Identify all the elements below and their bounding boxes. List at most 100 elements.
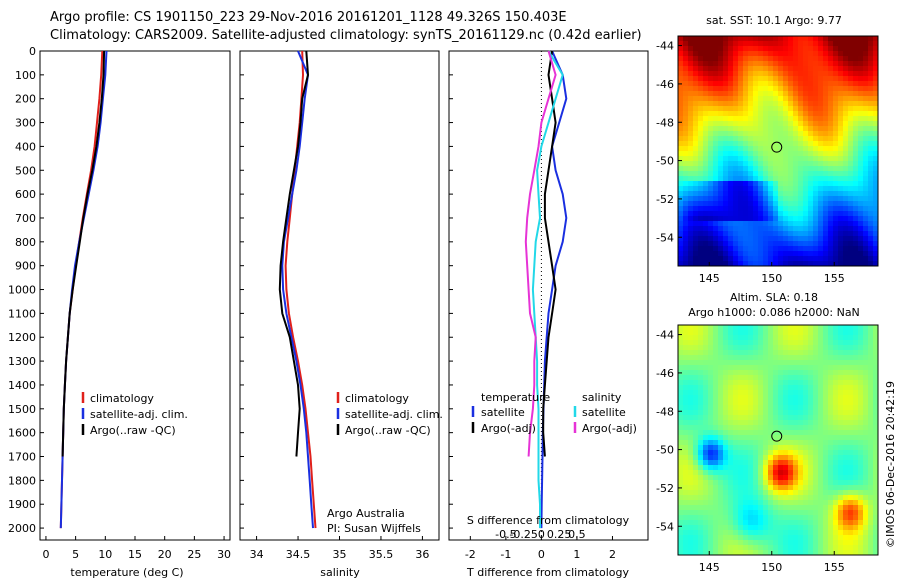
- sst-cell: [753, 241, 758, 246]
- sst-cell: [683, 111, 688, 116]
- sst-cell: [763, 41, 768, 46]
- sst-cell: [713, 231, 718, 236]
- sst-cell: [843, 236, 848, 241]
- sst-cell: [853, 201, 858, 206]
- sla-cell: [858, 335, 863, 340]
- sst-cell: [803, 171, 808, 176]
- sla-cell: [808, 475, 813, 480]
- sla-cell: [873, 375, 878, 380]
- sla-cell: [788, 375, 793, 380]
- sst-cell: [843, 106, 848, 111]
- sst-cell: [773, 116, 778, 121]
- sst-cell: [868, 86, 873, 91]
- sst-cell: [808, 251, 813, 256]
- sla-cell: [823, 435, 828, 440]
- sst-cell: [803, 61, 808, 66]
- sla-cell: [793, 540, 798, 545]
- sst-cell: [678, 216, 683, 221]
- sla-cell: [718, 370, 723, 375]
- sla-cell: [803, 425, 808, 430]
- sst-cell: [813, 261, 818, 266]
- sla-cell: [698, 425, 703, 430]
- sst-cell: [778, 181, 783, 186]
- sla-cell: [863, 490, 868, 495]
- sla-cell: [813, 450, 818, 455]
- sla-cell: [708, 510, 713, 515]
- sst-cell: [723, 56, 728, 61]
- sla-cell: [713, 520, 718, 525]
- sla-cell: [818, 540, 823, 545]
- sst-cell: [683, 211, 688, 216]
- sla-cell: [758, 540, 763, 545]
- sla-cell: [708, 535, 713, 540]
- sla-cell: [813, 500, 818, 505]
- sla-cell: [773, 390, 778, 395]
- sst-cell: [818, 106, 823, 111]
- sla-cell: [793, 510, 798, 515]
- sst-cell: [853, 131, 858, 136]
- sst-cell: [708, 191, 713, 196]
- sla-cell: [858, 380, 863, 385]
- sla-cell: [808, 470, 813, 475]
- sla-cell: [823, 505, 828, 510]
- sla-cell: [708, 425, 713, 430]
- sla-cell: [773, 520, 778, 525]
- sst-cell: [873, 176, 878, 181]
- sst-cell: [718, 41, 723, 46]
- sla-cell: [678, 505, 683, 510]
- sla-cell: [708, 470, 713, 475]
- sla-cell: [753, 500, 758, 505]
- sla-cell: [863, 390, 868, 395]
- sla-cell: [828, 330, 833, 335]
- sst-cell: [723, 246, 728, 251]
- sla-cell: [838, 525, 843, 530]
- sla-cell: [868, 525, 873, 530]
- sla-cell: [858, 350, 863, 355]
- sla-cell: [753, 390, 758, 395]
- sla-cell: [798, 480, 803, 485]
- sla-cell: [818, 340, 823, 345]
- sla-cell: [708, 330, 713, 335]
- sla-cell: [838, 550, 843, 555]
- sla-cell: [698, 380, 703, 385]
- sst-cell: [778, 151, 783, 156]
- sst-cell: [773, 226, 778, 231]
- sla-cell: [678, 445, 683, 450]
- sst-cell: [858, 131, 863, 136]
- sst-cell: [713, 256, 718, 261]
- sst-cell: [838, 91, 843, 96]
- sst-cell: [798, 146, 803, 151]
- sla-cell: [688, 365, 693, 370]
- sst-cell: [748, 61, 753, 66]
- sla-cell: [688, 410, 693, 415]
- sst-cell: [763, 101, 768, 106]
- sst-cell: [828, 91, 833, 96]
- sst-cell: [703, 236, 708, 241]
- sla-cell: [698, 535, 703, 540]
- sst-cell: [753, 261, 758, 266]
- sla-cell: [828, 505, 833, 510]
- sla-cell: [778, 420, 783, 425]
- sst-cell: [803, 46, 808, 51]
- sst-cell: [853, 141, 858, 146]
- sla-cell: [708, 495, 713, 500]
- sst-cell: [863, 196, 868, 201]
- sla-cell: [798, 375, 803, 380]
- sst-cell: [758, 41, 763, 46]
- sla-cell: [858, 510, 863, 515]
- sst-cell: [708, 146, 713, 151]
- sst-cell: [713, 261, 718, 266]
- sla-cell: [723, 350, 728, 355]
- sst-cell: [823, 116, 828, 121]
- sla-cell: [803, 455, 808, 460]
- sla-cell: [818, 395, 823, 400]
- sla-cell: [863, 470, 868, 475]
- sla-cell: [728, 380, 733, 385]
- sla-cell: [798, 515, 803, 520]
- depth-tick-label: 1400: [8, 379, 36, 392]
- sla-cell: [688, 455, 693, 460]
- sla-cell: [803, 360, 808, 365]
- sla-cell: [753, 435, 758, 440]
- sst-cell: [778, 91, 783, 96]
- sla-cell: [853, 365, 858, 370]
